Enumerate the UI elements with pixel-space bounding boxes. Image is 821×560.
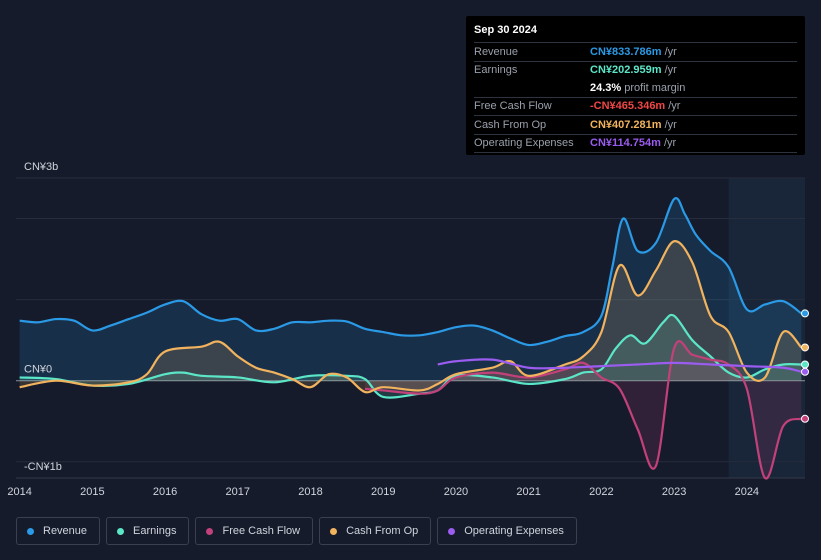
gridlines <box>16 177 805 479</box>
x-tick-label: 2020 <box>444 486 468 498</box>
free-cash-flow-endpoint <box>801 414 809 423</box>
tooltip-row-profit-margin: 24.3% profit margin <box>474 79 797 98</box>
revenue-endpoint <box>801 309 809 318</box>
tooltip-unit: /yr <box>664 118 677 131</box>
legend-item-earnings[interactable]: Earnings <box>106 517 190 545</box>
legend-label: Earnings <box>133 525 177 537</box>
forecast-band <box>728 178 805 478</box>
x-tick-label: 2018 <box>298 486 322 498</box>
chart-legend: Revenue Earnings Free Cash Flow Cash Fro… <box>16 517 577 545</box>
cash-from-op-endpoint <box>801 343 809 352</box>
revenue-area <box>19 198 802 381</box>
data-tooltip: Sep 30 2024 Revenue CN¥833.786m /yr Earn… <box>466 16 805 155</box>
tooltip-value: CN¥833.786m <box>590 45 662 58</box>
tooltip-unit: /yr <box>664 64 677 77</box>
tooltip-unit: /yr <box>664 45 677 58</box>
x-tick-label: 2016 <box>153 486 177 498</box>
tooltip-row-free-cash-flow: Free Cash Flow -CN¥465.346m /yr <box>474 98 797 116</box>
x-tick-label: 2022 <box>589 486 613 498</box>
x-tick-label: 2021 <box>516 486 540 498</box>
tooltip-value: -CN¥465.346m <box>590 100 666 113</box>
earnings-endpoint <box>801 360 809 369</box>
x-tick-label: 2024 <box>735 486 759 498</box>
tooltip-unit: /yr <box>663 137 677 150</box>
legend-dot-icon <box>206 527 214 535</box>
tooltip-row-earnings: Earnings CN¥202.959m /yr <box>474 62 797 80</box>
tooltip-row-revenue: Revenue CN¥833.786m /yr <box>474 43 797 62</box>
series-lines <box>19 197 803 480</box>
tooltip-unit: profit margin <box>624 81 686 94</box>
operating-expenses-endpoint <box>801 367 809 376</box>
cash-from-op-line <box>19 240 803 394</box>
tooltip-date: Sep 30 2024 <box>474 24 797 43</box>
y-tick-label: CN¥3b <box>24 161 58 173</box>
legend-dot-icon <box>117 527 125 535</box>
series-fills <box>19 198 802 479</box>
x-tick-label: 2019 <box>371 486 395 498</box>
legend-item-revenue[interactable]: Revenue <box>16 517 101 545</box>
legend-label: Operating Expenses <box>464 525 564 537</box>
tooltip-value: CN¥202.959m <box>590 64 662 77</box>
tooltip-unit: /yr <box>668 100 681 113</box>
x-tick-label: 2023 <box>662 486 686 498</box>
legend-label: Revenue <box>43 525 88 537</box>
tooltip-row-operating-expenses: Operating Expenses CN¥114.754m /yr <box>474 135 797 153</box>
earnings-line <box>19 313 802 399</box>
tooltip-label: Earnings <box>474 64 518 77</box>
legend-dot-icon <box>27 527 34 535</box>
legend-item-cash-from-op[interactable]: Cash From Op <box>319 517 432 545</box>
tooltip-label: Free Cash Flow <box>474 100 552 113</box>
free-cash-flow-line <box>364 340 802 480</box>
revenue-line <box>19 197 803 347</box>
tooltip-row-cash-from-op: Cash From Op CN¥407.281m /yr <box>474 116 797 135</box>
y-tick-label: CN¥0 <box>24 364 52 376</box>
x-tick-label: 2017 <box>226 486 250 498</box>
legend-label: Cash From Op <box>346 525 419 537</box>
operating-expenses-line <box>437 358 802 373</box>
legend-label: Free Cash Flow <box>222 525 301 537</box>
series-endpoints <box>801 309 809 423</box>
tooltip-value: CN¥407.281m <box>590 118 662 131</box>
tooltip-value: 24.3% <box>590 81 622 94</box>
x-tick-label: 2015 <box>80 486 104 498</box>
legend-dot-icon <box>448 527 456 535</box>
y-tick-label: -CN¥1b <box>24 461 62 473</box>
x-axis-labels: 2014 2015 2016 2017 2018 2019 2020 2021 2022 2023… <box>7 486 759 498</box>
tooltip-label: Revenue <box>474 45 519 58</box>
legend-item-operating-expenses[interactable]: Operating Expenses <box>437 517 577 545</box>
legend-dot-icon <box>330 527 338 535</box>
x-tick-label: 2014 <box>7 486 31 498</box>
cash-from-op-area <box>19 241 802 393</box>
legend-item-free-cash-flow[interactable]: Free Cash Flow <box>195 517 314 545</box>
tooltip-label: Cash From Op <box>474 118 547 131</box>
tooltip-value: CN¥114.754m <box>590 137 661 150</box>
tooltip-label: Operating Expenses <box>474 137 574 150</box>
y-axis-labels: CN¥3b CN¥0 -CN¥1b <box>24 161 62 473</box>
